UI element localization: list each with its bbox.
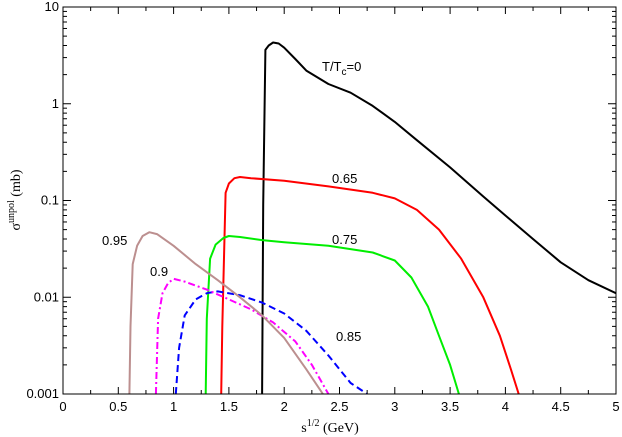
series-label-5: 0.95 xyxy=(102,233,127,248)
y-tick-label: 1 xyxy=(52,96,59,111)
series-line-4 xyxy=(154,277,330,394)
curves-group xyxy=(128,41,616,394)
y-tick-label: 10 xyxy=(45,0,59,14)
x-tick-label: 5 xyxy=(612,399,619,414)
x-axis-title-sup: 1/2 xyxy=(307,418,320,429)
series-label-group: T/Tc=0 0.65 0.75 0.85 0.9 0.95 xyxy=(102,59,361,344)
series-line-0 xyxy=(261,41,616,394)
x-tick-label: 2 xyxy=(281,399,288,414)
x-axis-title: s1/2 (GeV) xyxy=(301,418,359,436)
series-line-3 xyxy=(174,290,368,394)
x-tick-label: 3.5 xyxy=(441,399,459,414)
series-label-0: T/Tc=0 xyxy=(322,59,361,78)
series-line-1 xyxy=(220,176,520,394)
y-tick-label: 0.01 xyxy=(34,289,59,304)
series-label-3: 0.85 xyxy=(336,329,361,344)
series-line-2 xyxy=(204,235,460,394)
x-axis-title-rest: (GeV) xyxy=(319,421,359,436)
x-tick-label: 1.5 xyxy=(220,399,238,414)
y-axis-title-base: σ xyxy=(9,223,24,231)
series-line-5 xyxy=(128,231,324,394)
y-tick-label: 0.1 xyxy=(41,193,59,208)
x-tick-label: 0.5 xyxy=(109,399,127,414)
x-axis-title-base: s xyxy=(301,421,306,436)
x-tick-label: 1 xyxy=(170,399,177,414)
x-tick-label: 4 xyxy=(502,399,509,414)
y-axis-title: σunpol (mb) xyxy=(6,169,24,230)
y-axis-title-sup: unpol xyxy=(6,200,17,223)
tick-group: 0 0.5 1 1.5 2 2.5 3 3.5 4 4.5 5 0.001 0.01 0.1 1 10 xyxy=(26,0,619,414)
series-label-1: 0.65 xyxy=(332,171,357,186)
series-label-4: 0.9 xyxy=(150,264,168,279)
x-tick-label: 0 xyxy=(59,399,66,414)
series-label-2: 0.75 xyxy=(332,232,357,247)
y-tick-label: 0.001 xyxy=(26,386,59,401)
x-tick-label: 4.5 xyxy=(552,399,570,414)
x-tick-label: 2.5 xyxy=(330,399,348,414)
y-axis-title-rest: (mb) xyxy=(9,169,24,200)
x-tick-label: 3 xyxy=(391,399,398,414)
